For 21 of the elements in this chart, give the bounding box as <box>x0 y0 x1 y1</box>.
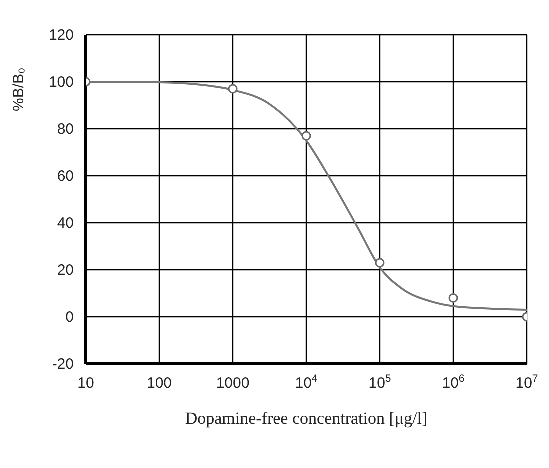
x-tick-label: 10 <box>78 375 94 392</box>
point <box>302 131 312 141</box>
x-tick-label: 10$^{5}$ <box>368 373 392 392</box>
point <box>448 293 458 303</box>
x-tick-label: 10$^{4}$ <box>295 373 318 392</box>
y-tick-label: 60 <box>57 168 74 185</box>
point <box>375 258 385 268</box>
y-tick-label: 40 <box>57 215 74 232</box>
y-tick-label: 100 <box>48 74 74 91</box>
x-tick-label: 1000 <box>216 375 250 392</box>
x-axis-title: Dopamine-free concentration [μg/l] <box>185 409 428 428</box>
y-axis-title: %B/B₀ <box>10 68 28 112</box>
x-tick-label: 10$^{6}$ <box>442 373 465 392</box>
y-tick-label: 20 <box>57 262 74 279</box>
y-tick-label: -20 <box>52 356 74 373</box>
y-tick-label: 0 <box>66 309 74 326</box>
x-tick-label: 10$^{7}$ <box>516 373 538 392</box>
y-tick-label: 120 <box>48 27 74 44</box>
x-tick-label: 100 <box>146 375 172 392</box>
point <box>228 84 238 94</box>
y-tick-label: 80 <box>57 121 74 138</box>
